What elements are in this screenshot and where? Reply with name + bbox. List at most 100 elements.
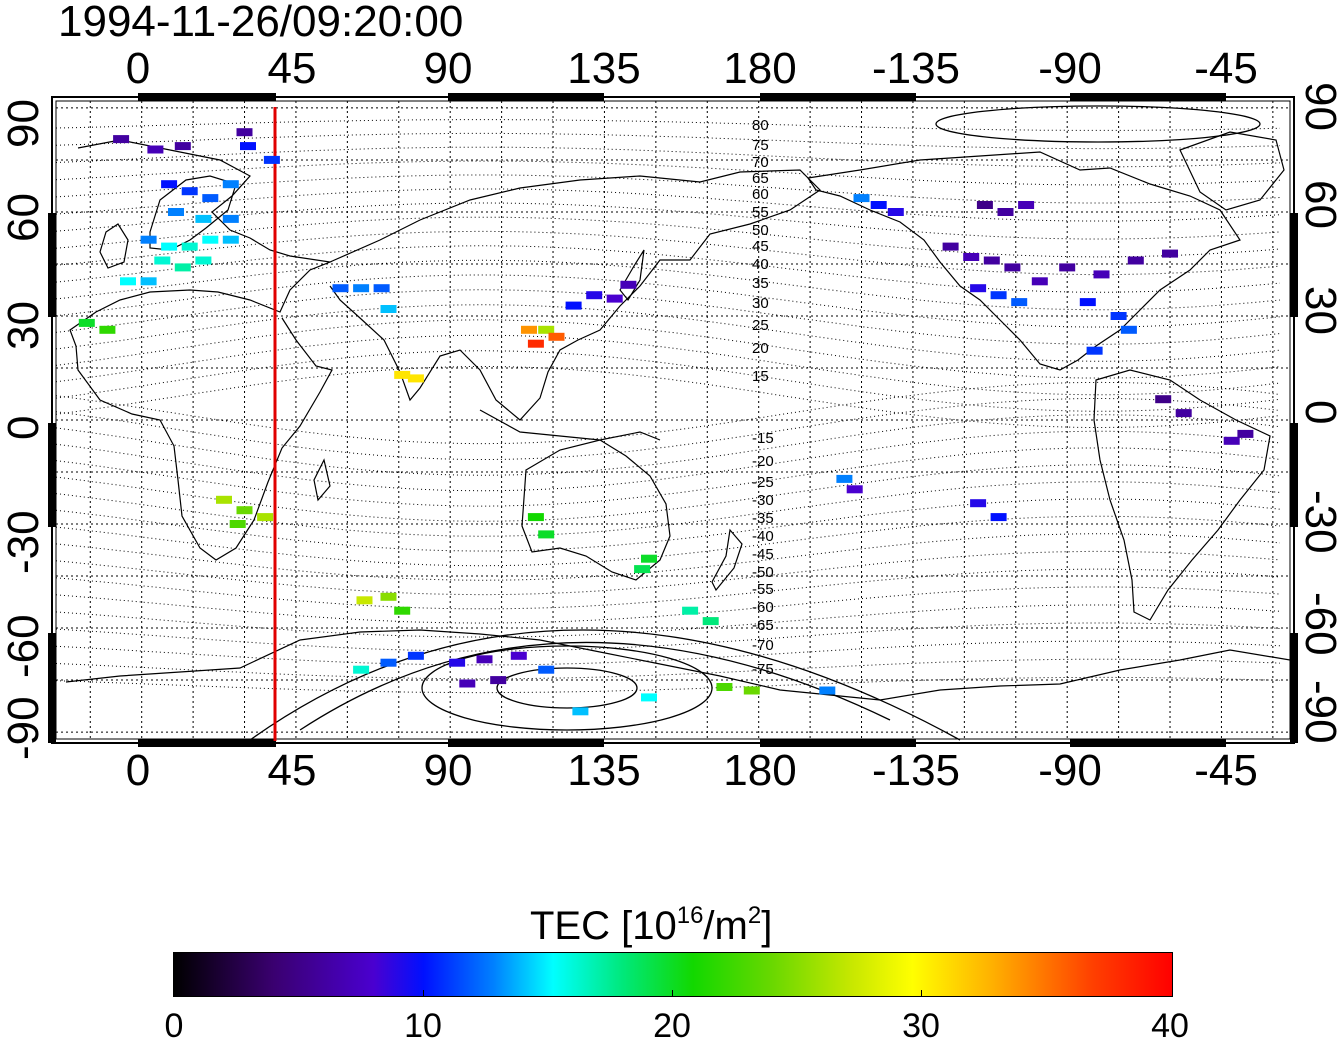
lat-tick-right: 0 <box>1296 400 1344 425</box>
tec-data-point <box>527 513 544 522</box>
contour-label: 20 <box>752 340 769 357</box>
colorbar-title: TEC [1016/m2] <box>530 892 772 950</box>
tec-data-point <box>853 194 870 203</box>
contour-label: -45 <box>752 546 774 563</box>
tec-data-point <box>997 208 1014 216</box>
contour-label: -70 <box>752 637 774 654</box>
lat-tick-right: 90 <box>1296 82 1344 131</box>
contour-line <box>55 658 1281 680</box>
tec-data-point <box>983 256 1000 265</box>
lon-tick-bottom: -135 <box>871 746 961 795</box>
tec-data-point <box>78 318 95 327</box>
lat-tick-left: -60 <box>0 614 48 678</box>
contour-line <box>55 604 1281 638</box>
contour-label: 25 <box>752 317 769 334</box>
tec-data-point <box>1110 312 1127 320</box>
contour-line <box>55 188 1281 222</box>
tec-data-point <box>181 187 198 196</box>
tec-data-point <box>236 506 253 515</box>
lon-tick-bottom: 0 <box>125 746 151 795</box>
tec-data-point <box>846 485 863 494</box>
contour-label: 80 <box>752 117 769 134</box>
tec-data-point <box>154 256 171 265</box>
contour-label: 45 <box>752 238 769 255</box>
contour-line <box>55 274 1281 328</box>
contour-label: 60 <box>752 186 769 203</box>
contour-label: -55 <box>752 581 774 598</box>
coast-australia <box>521 439 671 581</box>
lon-tick-bottom: 90 <box>423 746 473 795</box>
tec-data-point <box>263 155 280 164</box>
lon-tick-top: -90 <box>1038 44 1102 93</box>
tec-data-point <box>548 332 565 341</box>
tec-data-point <box>887 208 904 216</box>
contour-line <box>55 568 1281 610</box>
tec-data-point <box>1223 436 1240 445</box>
lat-tick-left: 30 <box>0 301 48 350</box>
tec-data-point <box>1079 298 1096 307</box>
colorbar-tick-label: 20 <box>653 1007 691 1045</box>
colorbar-tick-label: 40 <box>1151 1007 1189 1045</box>
tec-data-point <box>743 686 760 695</box>
tec-data-point <box>1059 263 1076 272</box>
tec-data-point <box>1120 325 1137 334</box>
tec-data-point <box>606 294 623 303</box>
tec-data-point <box>963 253 980 261</box>
tec-data-point <box>240 142 256 151</box>
tec-data-point <box>476 655 493 664</box>
tec-data-point <box>565 301 582 310</box>
tec-data-point <box>202 194 219 203</box>
contour-label: 75 <box>752 137 769 154</box>
coast-indonesia <box>479 409 661 441</box>
tec-data-point <box>459 679 476 688</box>
tec-data-point <box>373 284 390 293</box>
colorbar-title-unit-exponent: 2 <box>747 902 762 929</box>
map-timestamp-title: 1994-11-26/09:20:00 <box>58 0 464 46</box>
tec-data-point <box>538 325 555 334</box>
tec-data-point <box>229 520 246 528</box>
colorbar-tick <box>672 990 673 996</box>
coast-north-america <box>806 151 1241 371</box>
contour-label: 65 <box>752 170 769 187</box>
tec-data-point <box>394 370 411 379</box>
contour-line <box>55 676 1281 694</box>
lat-tick-right: 60 <box>1296 180 1344 229</box>
colorbar-tick <box>423 990 424 996</box>
tec-data-point <box>181 242 198 251</box>
tec-data-point <box>1004 263 1021 272</box>
tec-data-point <box>641 693 657 702</box>
contour-label: -65 <box>752 617 774 634</box>
lon-tick-top: -135 <box>871 44 961 93</box>
tec-data-point <box>870 201 887 209</box>
contour-label: 55 <box>752 204 769 221</box>
tec-data-point <box>356 596 373 605</box>
tec-colorbar <box>173 952 1173 997</box>
contour-label: 15 <box>752 368 769 385</box>
lon-tick-top: -45 <box>1194 44 1258 93</box>
tec-data-point <box>1175 409 1192 418</box>
lon-tick-top: 180 <box>723 44 797 93</box>
lat-tick-right: 30 <box>1296 286 1344 335</box>
tec-data-point <box>990 513 1007 522</box>
colorbar-tick-label: 30 <box>902 1007 940 1045</box>
tec-data-point <box>586 291 603 300</box>
tec-data-point <box>1162 249 1178 258</box>
coast-south-america <box>1093 369 1271 621</box>
tec-data-points <box>78 128 1254 716</box>
tec-data-point <box>140 277 157 286</box>
tec-data-point <box>195 256 212 265</box>
tec-data-point <box>380 305 397 313</box>
magnetic-latitude-contours <box>55 119 1281 694</box>
tec-data-point <box>836 474 853 483</box>
lat-tick-right: -30 <box>1296 490 1344 554</box>
tec-data-point <box>394 606 411 615</box>
lat-tick-right: -60 <box>1296 592 1344 656</box>
tec-data-point <box>1155 395 1172 404</box>
colorbar-title-close: ] <box>761 904 773 948</box>
contour-label: -35 <box>752 510 774 527</box>
tec-data-point <box>1093 270 1110 279</box>
tec-data-point <box>195 214 212 223</box>
tec-data-point <box>147 145 164 154</box>
contour-line <box>55 132 1281 150</box>
contour-line <box>55 515 1281 567</box>
